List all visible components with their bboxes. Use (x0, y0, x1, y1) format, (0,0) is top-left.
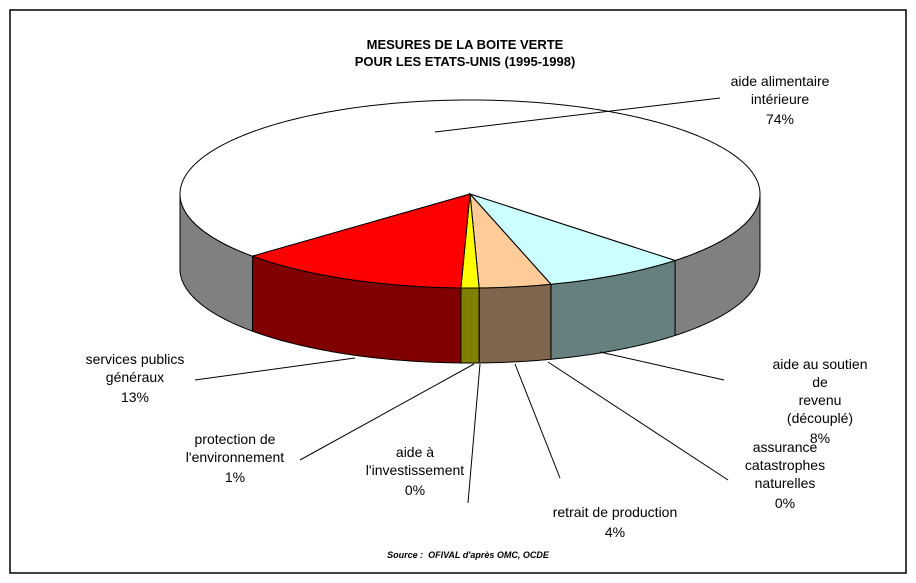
slice-label: aide à l'investissement (365, 444, 465, 478)
value-label: 4% (604, 524, 626, 540)
leader-line (434, 97, 721, 133)
value-label: 1% (224, 469, 246, 485)
value-label: 13% (120, 389, 150, 405)
slice (179, 99, 761, 261)
slice-label: services publics généraux (85, 351, 185, 385)
leader-line (514, 363, 561, 479)
leader-line (299, 363, 475, 461)
source-note: Source : OFIVAL d'après OMC, OCDE (387, 550, 549, 560)
slice-label: aide au soutien de revenu (découplé) (772, 356, 868, 426)
slice-side (478, 283, 552, 364)
slice-side (460, 287, 480, 364)
slice (460, 193, 480, 289)
leader-line (547, 361, 729, 481)
leader-line (467, 363, 481, 504)
slice (469, 192, 552, 289)
value-label: 0% (404, 482, 426, 498)
value-label: 8% (809, 430, 831, 446)
slice-label: retrait de production (552, 504, 678, 520)
chart-title: MESURES DE LA BOITE VERTE POUR LES ETATS… (354, 37, 576, 69)
frame (9, 9, 907, 574)
slice (468, 192, 677, 285)
slice-label: assurance catastrophes naturelles (744, 439, 826, 491)
leader-line (194, 357, 356, 381)
slice-label: protection de l'environnement (185, 431, 285, 465)
value-label: 74% (765, 111, 795, 127)
value-label: 0% (774, 495, 796, 511)
slice (250, 193, 471, 289)
leader-line (599, 351, 725, 381)
slice-label: aide alimentaire intérieure (730, 73, 830, 107)
